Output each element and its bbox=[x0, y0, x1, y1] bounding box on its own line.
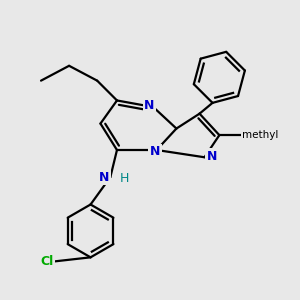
Text: N: N bbox=[99, 171, 110, 184]
Text: H: H bbox=[120, 172, 129, 185]
Text: Cl: Cl bbox=[40, 255, 53, 268]
Text: methyl: methyl bbox=[242, 130, 279, 140]
Text: N: N bbox=[144, 99, 154, 112]
Text: N: N bbox=[207, 150, 217, 163]
Text: N: N bbox=[150, 145, 160, 158]
